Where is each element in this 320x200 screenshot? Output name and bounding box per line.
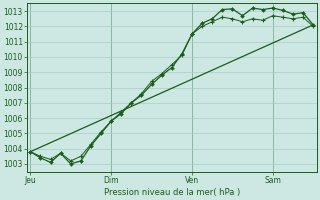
X-axis label: Pression niveau de la mer( hPa ): Pression niveau de la mer( hPa ) — [104, 188, 240, 197]
